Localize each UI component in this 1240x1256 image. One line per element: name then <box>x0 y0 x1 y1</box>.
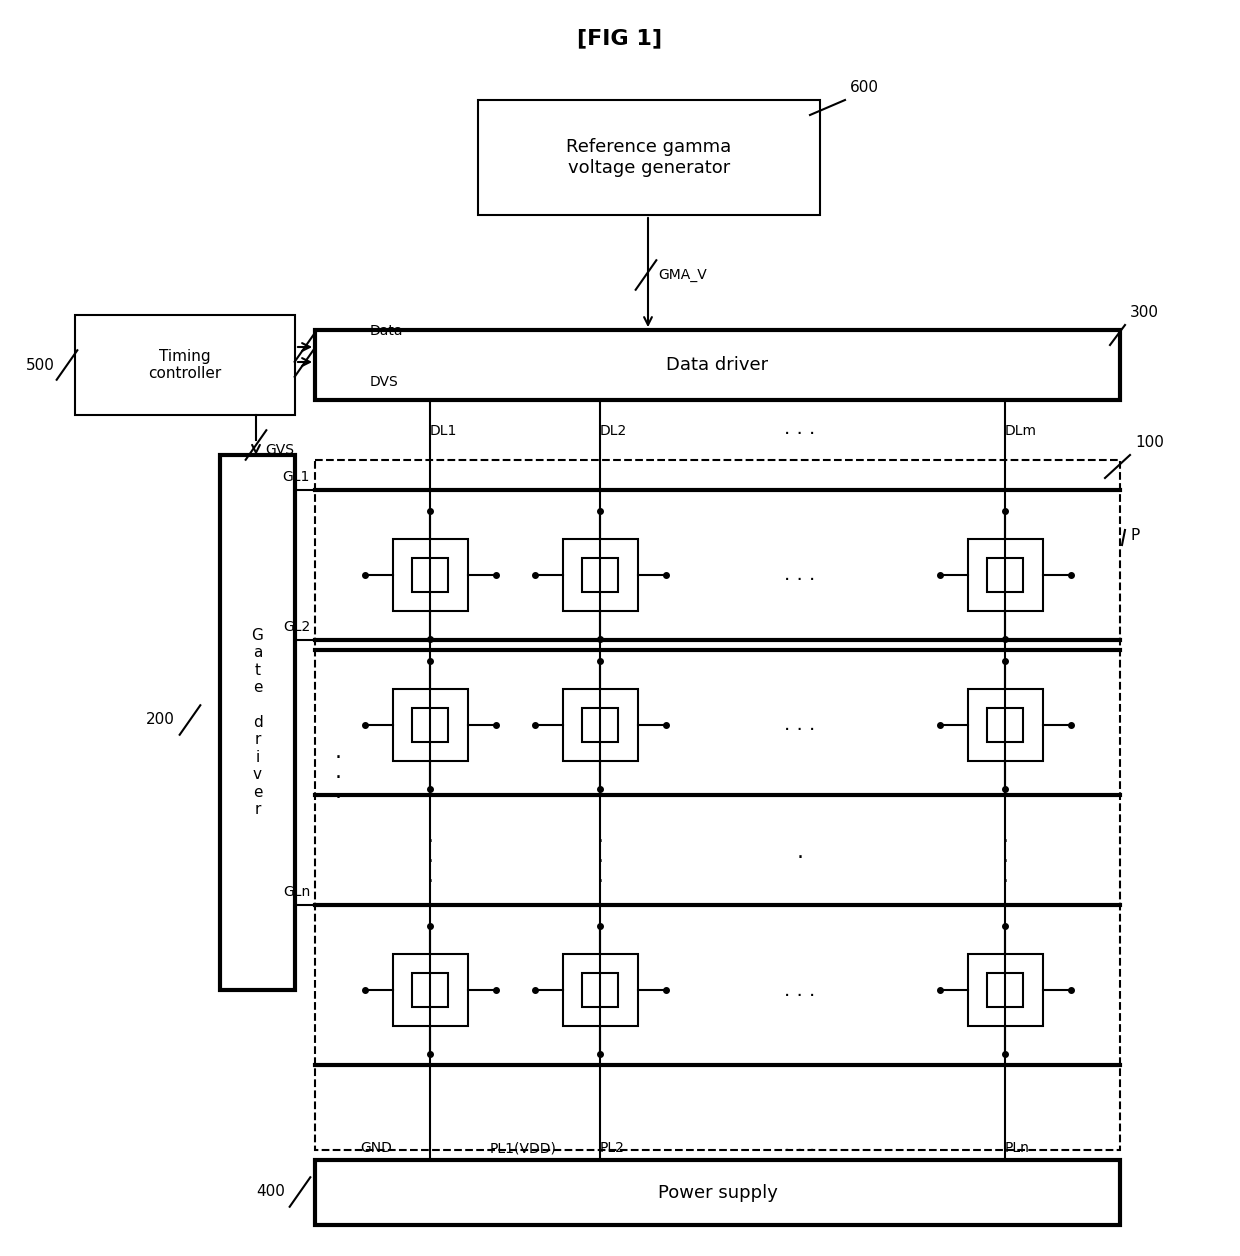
Bar <box>393 690 467 761</box>
Text: 400: 400 <box>257 1184 285 1199</box>
Text: 200: 200 <box>146 712 175 727</box>
Text: PLn: PLn <box>1004 1140 1030 1156</box>
Text: DL1: DL1 <box>430 425 458 438</box>
Text: GL2: GL2 <box>283 620 310 634</box>
Text: ·: · <box>1002 833 1008 853</box>
Text: DVS: DVS <box>370 376 399 389</box>
Text: PL1(VDD): PL1(VDD) <box>490 1140 557 1156</box>
Text: [FIG 1]: [FIG 1] <box>578 28 662 48</box>
Bar <box>74 315 295 414</box>
Bar <box>582 707 618 742</box>
Text: GMA_V: GMA_V <box>658 268 707 283</box>
Bar <box>987 707 1023 742</box>
Bar <box>412 707 448 742</box>
Text: Timing
controller: Timing controller <box>149 349 222 382</box>
Text: DLm: DLm <box>1004 425 1037 438</box>
Text: PL2: PL2 <box>600 1140 625 1156</box>
Text: ·: · <box>427 853 434 873</box>
Text: ·: · <box>1002 853 1008 873</box>
Text: 100: 100 <box>1135 435 1164 450</box>
Bar <box>315 460 1120 1150</box>
Text: ·: · <box>335 767 342 788</box>
Text: G
a
t
e
 
d
r
i
v
e
r: G a t e d r i v e r <box>252 628 263 816</box>
Text: ·: · <box>1002 873 1008 893</box>
Text: GND: GND <box>360 1140 392 1156</box>
Text: DL2: DL2 <box>600 425 627 438</box>
Bar <box>563 955 637 1026</box>
Bar <box>582 558 618 593</box>
Bar <box>477 100 820 215</box>
Text: . . .: . . . <box>785 1135 816 1156</box>
Bar <box>987 972 1023 1007</box>
Text: . . .: . . . <box>785 716 816 735</box>
Text: Data driver: Data driver <box>666 355 769 374</box>
Text: . . .: . . . <box>785 565 816 584</box>
Text: ·: · <box>596 833 604 853</box>
Bar <box>967 690 1043 761</box>
Text: 300: 300 <box>1130 305 1159 320</box>
Text: P: P <box>1130 528 1140 543</box>
Text: ·: · <box>796 848 804 868</box>
Text: ·: · <box>335 747 342 767</box>
Text: 500: 500 <box>26 358 55 373</box>
Bar <box>219 455 295 990</box>
Text: GVS: GVS <box>265 443 294 457</box>
Text: GL1: GL1 <box>283 470 310 484</box>
Text: Data: Data <box>370 324 403 338</box>
Text: GLn: GLn <box>283 885 310 899</box>
Bar <box>315 330 1120 399</box>
Text: . . .: . . . <box>785 420 816 438</box>
Text: . . .: . . . <box>785 981 816 1000</box>
Text: ·: · <box>427 833 434 853</box>
Text: Reference gamma
voltage generator: Reference gamma voltage generator <box>567 138 732 177</box>
Bar <box>412 972 448 1007</box>
Bar <box>967 539 1043 610</box>
Text: ·: · <box>427 873 434 893</box>
Text: ·: · <box>335 788 342 808</box>
Bar <box>967 955 1043 1026</box>
Bar <box>393 955 467 1026</box>
Bar <box>582 972 618 1007</box>
Text: ·: · <box>596 853 604 873</box>
Bar <box>987 558 1023 593</box>
Bar <box>563 690 637 761</box>
Bar <box>412 558 448 593</box>
Bar <box>315 1161 1120 1225</box>
Text: Power supply: Power supply <box>657 1183 777 1202</box>
Bar <box>563 539 637 610</box>
Bar <box>393 539 467 610</box>
Text: ·: · <box>596 873 604 893</box>
Text: 600: 600 <box>849 80 879 95</box>
